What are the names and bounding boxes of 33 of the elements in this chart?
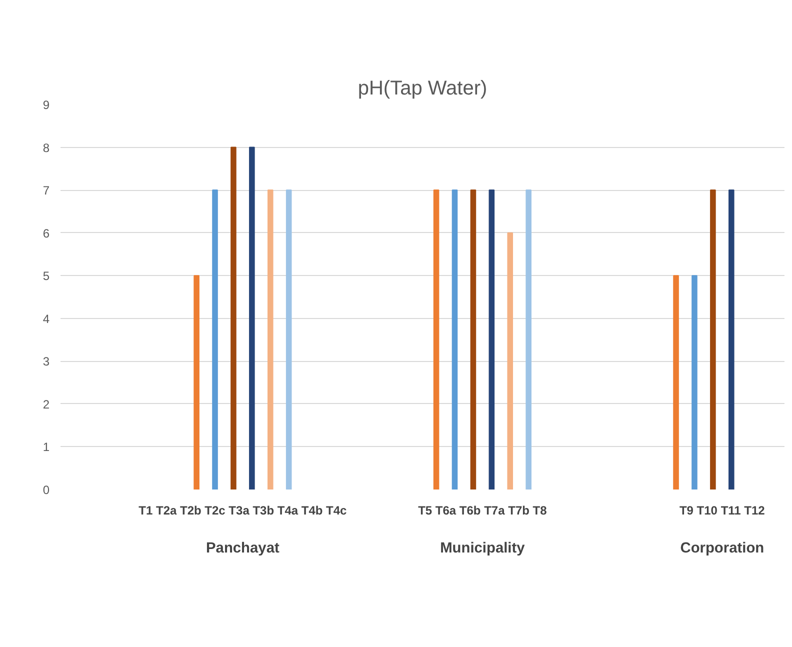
- x-tick-label: Panchayat: [206, 540, 280, 556]
- y-tick-label: 1: [42, 440, 50, 454]
- y-tick-label: 4: [42, 312, 50, 326]
- y-tick-label: 6: [42, 226, 50, 240]
- bar: [692, 275, 698, 490]
- bar: [452, 190, 458, 490]
- bar: [488, 190, 495, 490]
- y-tick-label: 8: [42, 140, 50, 155]
- bar: [673, 275, 679, 490]
- y-tick-label: 0: [42, 483, 50, 497]
- bar: [728, 190, 734, 490]
- bar: [267, 190, 274, 490]
- text: T5 T6a T6b T7a T7b T8: [418, 504, 548, 518]
- bar: [230, 146, 236, 490]
- y-tick-label: 9: [42, 98, 50, 112]
- y-tick-label: 2: [42, 397, 50, 412]
- bar: [194, 275, 200, 490]
- y-tick-label: 7: [42, 184, 50, 198]
- bar: [507, 232, 514, 490]
- x-tick-label: Municipality: [440, 540, 526, 556]
- x-tick-label: Corporation: [680, 540, 764, 556]
- y-tick-label: 5: [42, 269, 50, 284]
- bar: [710, 190, 716, 490]
- bar: [433, 190, 440, 490]
- bar: [212, 190, 218, 490]
- bar: [470, 190, 476, 490]
- text: T1 T2a T2b T2c T3a T3b T4a T4b T4c: [138, 504, 348, 518]
- bar: [526, 190, 532, 490]
- text: T9 T10 T11 T12: [679, 504, 766, 518]
- bar: [249, 146, 255, 490]
- chart-title: pH(Tap Water): [358, 78, 488, 100]
- y-tick-label: 3: [42, 354, 50, 369]
- bar: [286, 190, 292, 490]
